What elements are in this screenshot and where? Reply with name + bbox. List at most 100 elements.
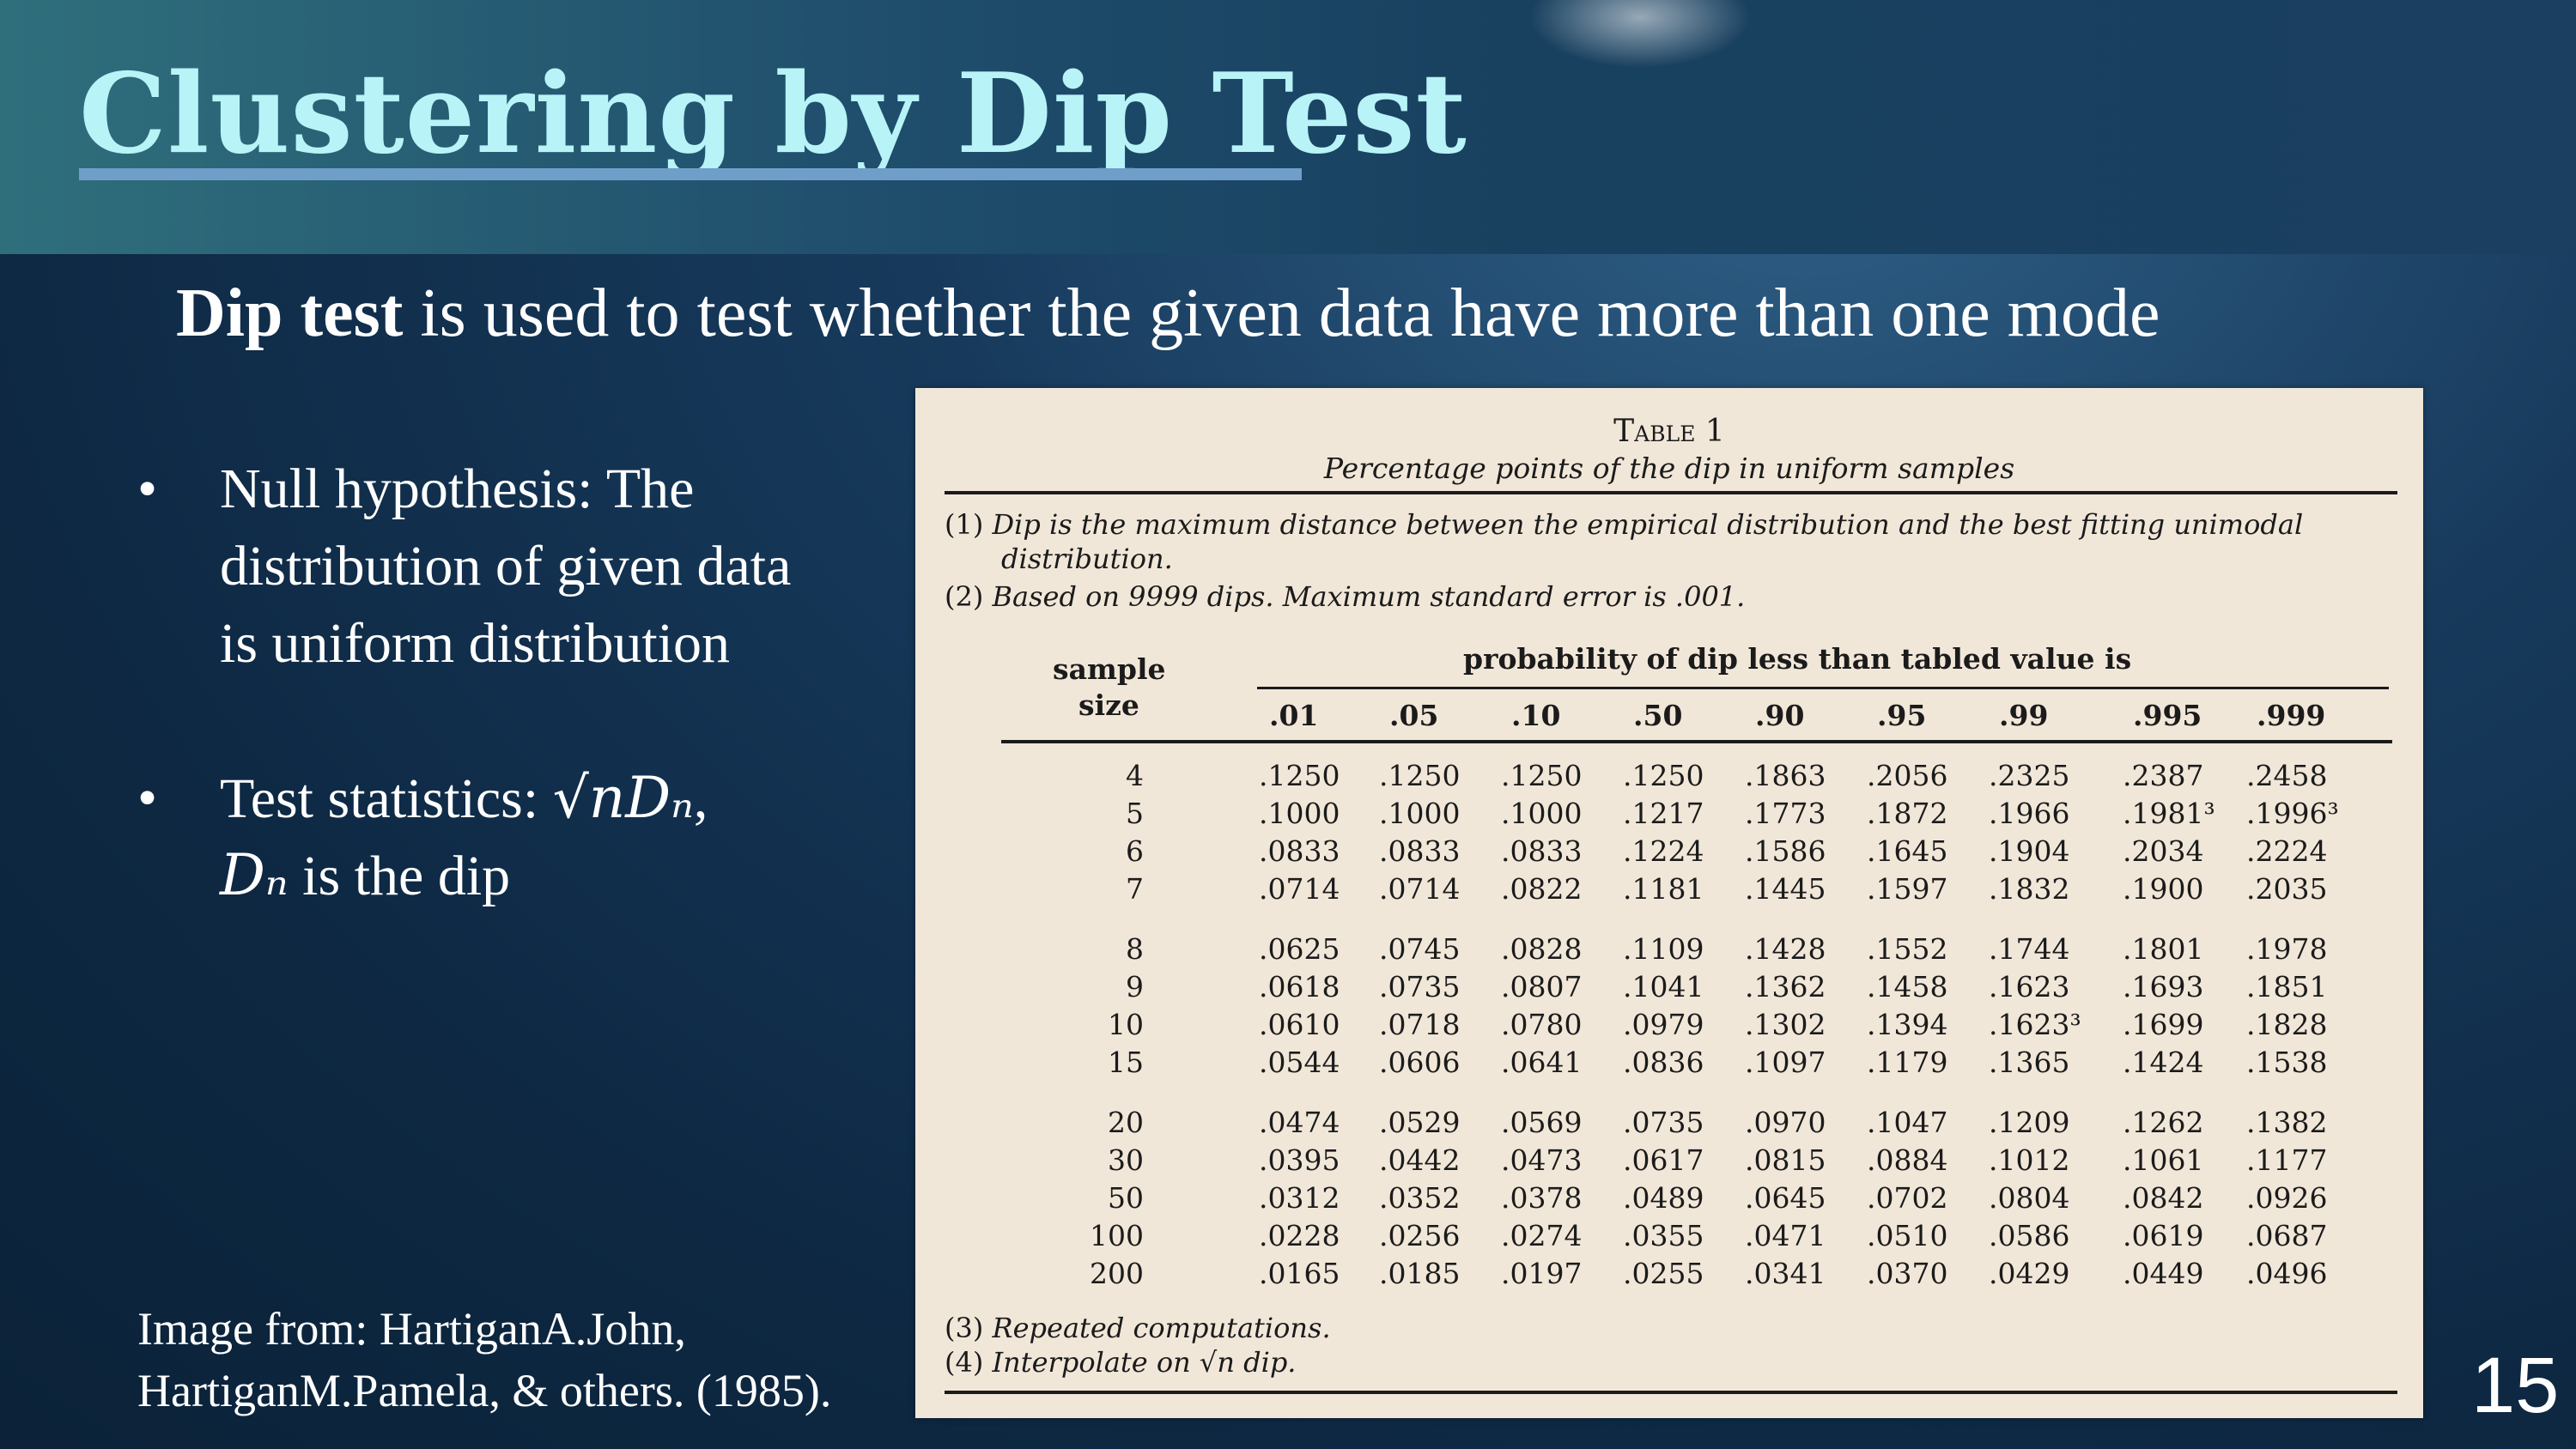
table-cell: .0228 bbox=[1259, 1219, 1340, 1252]
sample-size-cell: 8 bbox=[1126, 932, 1144, 966]
bullet-line: distribution of given data bbox=[220, 535, 792, 597]
table-cell: .1863 bbox=[1745, 759, 1826, 792]
table-note-4: (4) Interpolate on √n dip. bbox=[945, 1346, 1296, 1379]
citation-line: HartiganM.Pamela, & others. (1985). bbox=[137, 1365, 832, 1416]
title-underline bbox=[79, 168, 1302, 180]
table-title-text: Table 1 bbox=[1613, 414, 1725, 449]
table-cell: .0979 bbox=[1623, 1008, 1704, 1041]
table-cell: .1209 bbox=[1989, 1106, 2070, 1139]
column-header: .99 bbox=[1999, 699, 2049, 732]
table-cell: .0496 bbox=[2246, 1257, 2328, 1290]
column-header: .90 bbox=[1755, 699, 1805, 732]
rule-top bbox=[945, 491, 2397, 494]
table-cell: .2387 bbox=[2123, 759, 2204, 792]
table-cell: .0473 bbox=[1501, 1143, 1583, 1177]
table-cell: .0355 bbox=[1623, 1219, 1704, 1252]
table-cell: .1981³ bbox=[2123, 797, 2215, 830]
table-cell: .0687 bbox=[2246, 1219, 2328, 1252]
table-note-3: (3) Repeated computations. bbox=[945, 1312, 1331, 1344]
note-number: (4) bbox=[945, 1346, 984, 1379]
table-cell: .1047 bbox=[1867, 1106, 1948, 1139]
table-cell: .0395 bbox=[1259, 1143, 1340, 1177]
note-text: Based on 9999 dips. Maximum standard err… bbox=[992, 580, 1746, 613]
table-cell: .0815 bbox=[1745, 1143, 1826, 1177]
note-number: (3) bbox=[945, 1312, 984, 1344]
bullet-dot: • bbox=[137, 767, 158, 829]
note-number: (1) bbox=[945, 508, 984, 541]
table-cell: .0822 bbox=[1501, 872, 1583, 906]
subtitle-text: is used to test whether the given data h… bbox=[403, 276, 2160, 351]
table-cell: .1851 bbox=[2246, 970, 2328, 1003]
table-cell: .0625 bbox=[1259, 932, 1340, 966]
table-cell: .1302 bbox=[1745, 1008, 1826, 1041]
rule-header bbox=[1257, 687, 2389, 689]
note-text: Repeated computations. bbox=[992, 1312, 1331, 1344]
table-cell: .0274 bbox=[1501, 1219, 1583, 1252]
table-cell: .1693 bbox=[2123, 970, 2204, 1003]
sample-size-cell: 7 bbox=[1126, 872, 1144, 906]
table-cell: .0370 bbox=[1867, 1257, 1948, 1290]
column-header: .01 bbox=[1269, 699, 1319, 732]
table-cell: .1904 bbox=[1989, 834, 2070, 868]
table-cell: .1262 bbox=[2123, 1106, 2204, 1139]
sample-size-cell: 9 bbox=[1126, 970, 1144, 1003]
column-header: .995 bbox=[2133, 699, 2202, 732]
note-text: Interpolate on √n dip. bbox=[992, 1346, 1297, 1379]
table-cell: .0645 bbox=[1745, 1181, 1826, 1215]
slide-title: Clustering by Dip Test bbox=[79, 50, 1467, 179]
table-cell: .2325 bbox=[1989, 759, 2070, 792]
sample-size-cell: 10 bbox=[1108, 1008, 1144, 1041]
table-cell: .1623³ bbox=[1989, 1008, 2081, 1041]
column-header: .50 bbox=[1633, 699, 1683, 732]
table-cell: .1250 bbox=[1259, 759, 1340, 792]
table-cell: .0926 bbox=[2246, 1181, 2328, 1215]
table-note-1: (1) Dip is the maximum distance between … bbox=[945, 508, 2303, 541]
sample-size-cell: 200 bbox=[1090, 1257, 1144, 1290]
table-cell: .0735 bbox=[1379, 970, 1461, 1003]
table-cell: .0197 bbox=[1501, 1257, 1583, 1290]
table-cell: .0312 bbox=[1259, 1181, 1340, 1215]
table-cell: .2224 bbox=[2246, 834, 2328, 868]
table-cell: .1097 bbox=[1745, 1046, 1826, 1079]
table-note-1-cont: distribution. bbox=[1001, 543, 1173, 575]
sample-size-cell: 4 bbox=[1126, 759, 1144, 792]
table-cell: .0255 bbox=[1623, 1257, 1704, 1290]
table-cell: .0836 bbox=[1623, 1046, 1704, 1079]
table-cell: .0702 bbox=[1867, 1181, 1948, 1215]
column-header: .95 bbox=[1877, 699, 1927, 732]
bullet-line: Null hypothesis: The bbox=[220, 458, 695, 520]
note-text: Dip is the maximum distance between the … bbox=[992, 508, 2304, 541]
table-cell: .0619 bbox=[2123, 1219, 2204, 1252]
table-cell: .0185 bbox=[1379, 1257, 1461, 1290]
table-cell: .1000 bbox=[1259, 797, 1340, 830]
table-cell: .1181 bbox=[1623, 872, 1704, 906]
citation-line: Image from: HartiganA.John, bbox=[137, 1303, 686, 1355]
table-cell: .1061 bbox=[2123, 1143, 2204, 1177]
table-cell: .1744 bbox=[1989, 932, 2070, 966]
table-cell: .1801 bbox=[2123, 932, 2204, 966]
sample-size-cell: 6 bbox=[1126, 834, 1144, 868]
table-cell: .1996³ bbox=[2246, 797, 2339, 830]
bullet-text: Test statistics: bbox=[220, 767, 553, 830]
bullet-comma: , bbox=[693, 767, 708, 830]
table-cell: .0745 bbox=[1379, 932, 1461, 966]
table-cell: .1978 bbox=[2246, 932, 2328, 966]
table-cell: .2035 bbox=[2246, 872, 2328, 906]
table-cell: .0780 bbox=[1501, 1008, 1583, 1041]
image-citation: Image from: HartiganA.John, HartiganM.Pa… bbox=[137, 1298, 831, 1422]
table-cell: .0256 bbox=[1379, 1219, 1461, 1252]
table-cell: .1552 bbox=[1867, 932, 1948, 966]
table-cell: .0833 bbox=[1501, 834, 1583, 868]
table-cell: .1597 bbox=[1867, 872, 1948, 906]
table-cell: .1382 bbox=[2246, 1106, 2328, 1139]
subtitle-bold-term: Dip test bbox=[176, 276, 404, 351]
table-cell: .0617 bbox=[1623, 1143, 1704, 1177]
table-cell: .1362 bbox=[1745, 970, 1826, 1003]
table-cell: .1458 bbox=[1867, 970, 1948, 1003]
table-cell: .1872 bbox=[1867, 797, 1948, 830]
table-cell: .0529 bbox=[1379, 1106, 1461, 1139]
table-cell: .2458 bbox=[2246, 759, 2328, 792]
table-cell: .2056 bbox=[1867, 759, 1948, 792]
table-cell: .0807 bbox=[1501, 970, 1583, 1003]
table-cell: .0474 bbox=[1259, 1106, 1340, 1139]
